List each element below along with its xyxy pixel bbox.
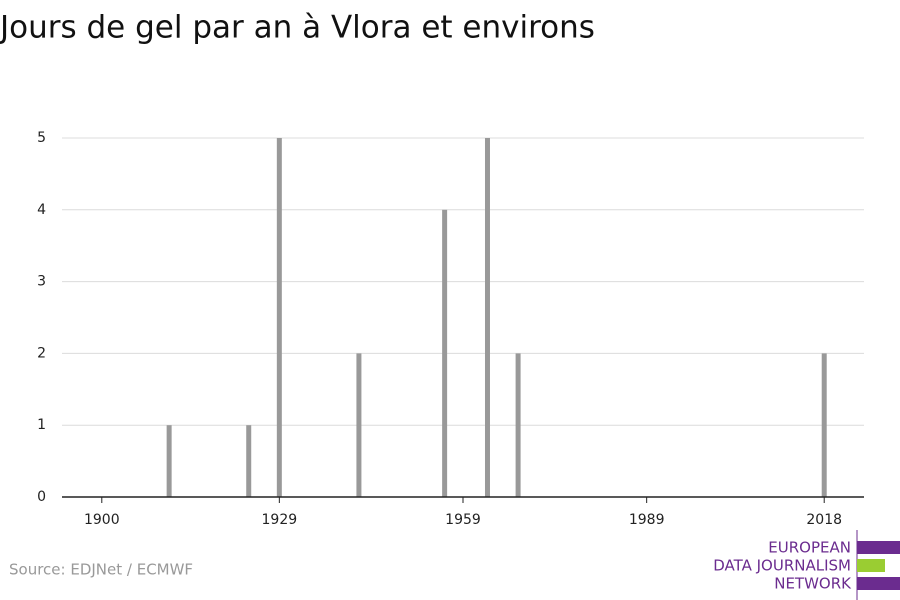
x-tick-label: 1959: [445, 512, 481, 528]
y-tick-label: 3: [37, 274, 46, 290]
x-tick-label: 1989: [629, 512, 665, 528]
y-tick-label: 4: [37, 202, 46, 218]
bar: [484, 138, 490, 497]
bar: [515, 353, 521, 497]
chart-title: Jours de gel par an à Vlora et environs: [0, 10, 595, 46]
x-tick-label: 1929: [262, 512, 298, 528]
y-tick-label: 0: [37, 489, 46, 505]
x-tick-label: 2018: [806, 512, 842, 528]
logo-text: EUROPEAN: [768, 539, 851, 557]
x-tick-label: 1900: [84, 512, 120, 528]
bar: [276, 138, 282, 497]
logo-bar: [857, 541, 900, 554]
bar: [166, 425, 172, 497]
bar: [821, 353, 827, 497]
logo-text: DATA JOURNALISM: [713, 557, 851, 575]
bar: [246, 425, 252, 497]
logo-bar: [857, 577, 900, 590]
y-tick-label: 1: [37, 417, 46, 433]
source: Source: EDJNet / ECMWF: [9, 561, 193, 579]
logo-bar: [857, 559, 885, 572]
y-tick-label: 5: [37, 130, 46, 146]
bar: [442, 209, 448, 498]
y-tick-label: 2: [37, 345, 46, 361]
logo-text: NETWORK: [774, 575, 852, 593]
bar: [356, 353, 362, 497]
